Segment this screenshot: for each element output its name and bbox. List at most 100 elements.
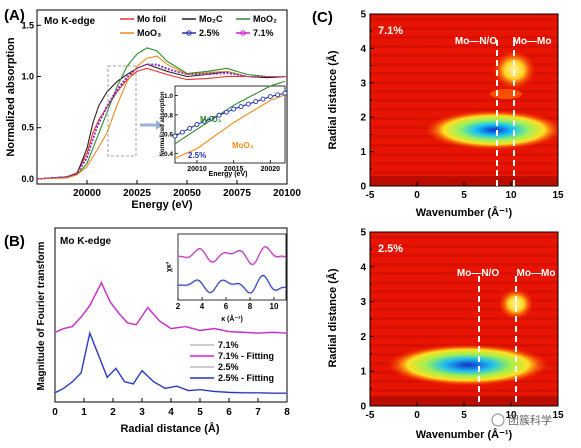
- panel-a-title: Mo K-edge: [44, 16, 96, 27]
- panel-a-axes: 20000 20025 20050 20075 20100 0.0 0.5 1.0 1.5: [21, 20, 301, 199]
- heatmap-bottom-annotation-mo-mo: Mo—Mo: [517, 268, 556, 279]
- heatmap-band: [370, 281, 558, 284]
- watermark: 团簇科学: [491, 413, 552, 427]
- heatmap-base-band: [370, 176, 558, 186]
- panel-a-ytick-label: 0.5: [21, 123, 34, 133]
- heatmap-band: [370, 162, 558, 165]
- heatmap-top-ylabel: Radial distance (Å): [326, 50, 339, 149]
- panel-b-inset-fit-line: [177, 274, 287, 294]
- heatmap-base-band: [370, 396, 558, 406]
- heatmap-xtick-label: 15: [552, 190, 564, 201]
- panel-a-label: (A): [4, 7, 25, 24]
- heatmap-band: [370, 263, 558, 266]
- inset-ytick-label: 1.0: [164, 93, 173, 100]
- panel-a-xtick-label: 20025: [123, 188, 151, 199]
- heatmap-xtick-label: 5: [461, 190, 467, 201]
- heatmap-top-annotation-mo-mo: Mo—Mo: [513, 36, 552, 47]
- heatmap-ytick-label: 3: [360, 78, 366, 89]
- inset-series-point: [201, 118, 207, 124]
- panel-a-ytick-label: 1.5: [21, 20, 34, 30]
- heatmap-band: [370, 72, 558, 75]
- heatmap-band: [370, 389, 558, 392]
- panel-b-inset-frame: [177, 233, 287, 301]
- panel-a-legend: Mo foil Mo₂C MoO₂ MoO₃ 2.5% 7.1%: [120, 14, 277, 38]
- heatmap-ytick-label: 2: [360, 113, 366, 124]
- heatmap-bottom-xlabel: Wavenumber (Å⁻¹): [416, 428, 513, 441]
- panel-a-series-line: [37, 47, 287, 180]
- inset-series-point: [253, 99, 259, 105]
- panel-b-xtick-label: 0: [52, 407, 58, 418]
- inset-series-point: [275, 92, 281, 98]
- inset-series-line: [174, 80, 286, 145]
- inset-series-point: [260, 96, 266, 102]
- heatmap-xtick-label: 0: [414, 190, 420, 201]
- panel-a-ytick-label: 0.0: [21, 174, 34, 184]
- inset-series-point: [231, 106, 237, 112]
- panel-b-inset-data-line: [177, 275, 287, 295]
- panel-a-ylabel: Normalized absorption: [5, 37, 17, 156]
- panel-b-inset-fit-line: [177, 246, 287, 265]
- panel-b-xtick-label: 3: [139, 407, 145, 418]
- panel-b-ylabel: Magnitude of Fourier transform: [36, 241, 47, 390]
- heatmap-band: [370, 54, 558, 57]
- heatmap-band: [370, 108, 558, 111]
- panel-a-inset: 20010 20015 20020 0.4 0.6 0.8 1.0: [164, 80, 288, 173]
- heatmap-xtick-label: 10: [505, 190, 517, 201]
- heatmap-band: [370, 81, 558, 84]
- heatmap-band: [370, 245, 558, 248]
- panel-b-axes: 0 1 2 3 4 5 6 7 8: [52, 398, 290, 418]
- panel-a-series-line: [37, 63, 287, 180]
- watermark-text: 团簇科学: [508, 413, 552, 427]
- inset-series-point: [187, 125, 193, 131]
- heatmap-band: [370, 290, 558, 293]
- panel-b-xtick-label: 6: [226, 407, 232, 418]
- panel-b-xtick-label: 2: [110, 407, 116, 418]
- inset-series-point: [282, 90, 288, 96]
- inset-series-point: [267, 94, 273, 100]
- heatmap-xtick-label: 5: [461, 410, 467, 421]
- heatmap-xtick-label: -5: [366, 190, 375, 201]
- heatmap-ytick-label: 1: [360, 147, 366, 158]
- inset-series-line: [174, 94, 286, 159]
- heatmap-band: [370, 326, 558, 329]
- heatmap-xtick-label: 15: [552, 410, 564, 421]
- inset-series-point: [194, 122, 200, 127]
- panel-a-series-line: [37, 55, 287, 180]
- panel-a-legend-label: MoO₃: [137, 28, 161, 38]
- panel-a-legend-marker: [186, 30, 192, 36]
- heatmap-band: [370, 45, 558, 48]
- heatmap-top: [370, 14, 558, 186]
- heatmap-band: [370, 36, 558, 39]
- heatmap-bottom: [370, 232, 558, 406]
- panel-a-series-line: [37, 67, 287, 180]
- panel-a-zoom-arrow-head: [156, 120, 163, 130]
- heatmap-ytick-label: 1: [360, 367, 366, 378]
- panel-a-frame: [36, 9, 288, 185]
- heatmap-band: [370, 99, 558, 102]
- heatmap-top-label: 7.1%: [378, 25, 403, 37]
- heatmap-top-side-lobe: [490, 89, 522, 99]
- heatmap-band: [370, 335, 558, 338]
- heatmap-ytick-label: 5: [360, 228, 366, 239]
- panel-a-legend-label: Mo₂C: [199, 14, 223, 24]
- panel-c-label: (C): [312, 9, 333, 26]
- panel-a-series-group: [37, 47, 287, 180]
- inset-annotation-moo3: MoO₃: [232, 141, 254, 150]
- panel-b-legend-label: 2.5%: [218, 362, 239, 372]
- heatmap-band: [370, 18, 558, 21]
- heatmap-band: [370, 153, 558, 156]
- panel-a-xtick-label: 20075: [223, 188, 251, 199]
- heatmap-band: [370, 90, 558, 93]
- panel-b-xtick-label: 1: [81, 407, 87, 418]
- heatmap-ytick-label: 0: [360, 182, 366, 193]
- panel-b-data-line: [55, 329, 287, 395]
- panel-a-xtick-label: 20050: [173, 188, 201, 199]
- panel-a-legend-label: MoO₂: [253, 14, 277, 24]
- panel-b-inset-xtick-label: 6: [224, 302, 229, 311]
- panel-b-xtick-label: 8: [284, 407, 290, 418]
- heatmap-xtick-label: 0: [414, 410, 420, 421]
- heatmap-band: [370, 308, 558, 311]
